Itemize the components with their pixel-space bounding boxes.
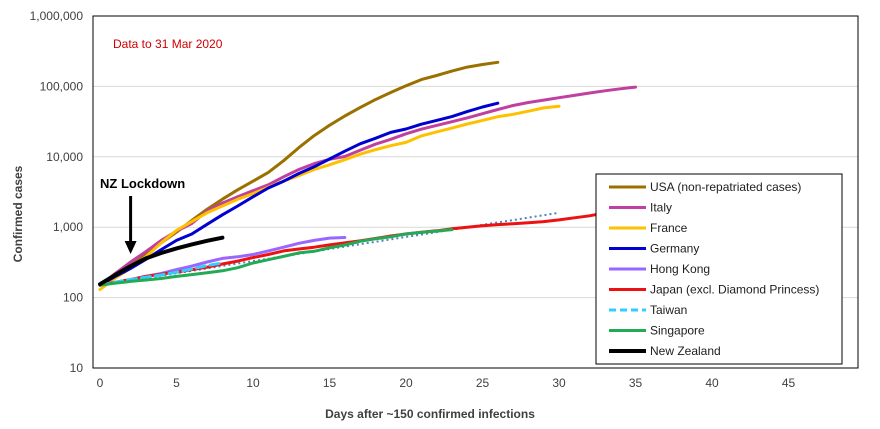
legend-label: Singapore: [650, 324, 705, 338]
legend-label: Germany: [650, 242, 699, 256]
x-axis: 0 5 10 15 20 25 30 35 40 45: [97, 376, 796, 390]
series-lines: [98, 60, 653, 292]
x-tick-label: 20: [399, 376, 413, 390]
series-line-2: [98, 104, 561, 292]
x-tick-label: 40: [705, 376, 719, 390]
plot-border: [92, 15, 859, 369]
y-axis-title: Confirmed cases: [11, 165, 25, 262]
y-tick-label: 10: [70, 361, 84, 375]
legend-label: USA (non-repatriated cases): [650, 180, 801, 194]
annotation-arrowhead: [124, 241, 137, 254]
y-tick-label: 100: [63, 291, 83, 305]
x-tick-label: 30: [552, 376, 566, 390]
x-tick-label: 5: [173, 376, 180, 390]
x-tick-label: 15: [323, 376, 337, 390]
legend-label: Japan (excl. Diamond Princess): [650, 283, 819, 297]
y-tick-label: 10,000: [46, 150, 83, 164]
annotation-label: NZ Lockdown: [100, 176, 185, 191]
legend-label: New Zealand: [650, 344, 721, 358]
y-tick-label: 1,000,000: [30, 9, 84, 23]
legend-label: Hong Kong: [650, 262, 710, 276]
series-line-3: [98, 101, 500, 287]
series-line-8: [98, 235, 225, 287]
x-tick-label: 25: [476, 376, 490, 390]
x-tick-label: 35: [629, 376, 643, 390]
legend-items: USA (non-repatriated cases) Italy France Ge…: [609, 180, 819, 358]
legend-label: Italy: [650, 201, 672, 215]
legend: USA (non-repatriated cases) Italy France Ge…: [595, 173, 843, 365]
y-tick-label: 100,000: [40, 79, 84, 93]
x-tick-label: 45: [782, 376, 796, 390]
data-note: Data to 31 Mar 2020: [113, 37, 223, 51]
x-tick-label: 10: [246, 376, 260, 390]
series-line-7: [98, 228, 454, 287]
x-axis-title: Days after ~150 confirmed infections: [325, 407, 535, 421]
x-tick-label: 0: [97, 376, 104, 390]
lockdown-annotation: NZ Lockdown: [100, 176, 185, 254]
legend-label: Taiwan: [650, 303, 687, 317]
legend-label: France: [650, 221, 688, 235]
y-axis: 10 100 1,000 10,000 100,000 1,000,000: [30, 9, 84, 375]
y-tick-label: 1,000: [53, 220, 83, 234]
